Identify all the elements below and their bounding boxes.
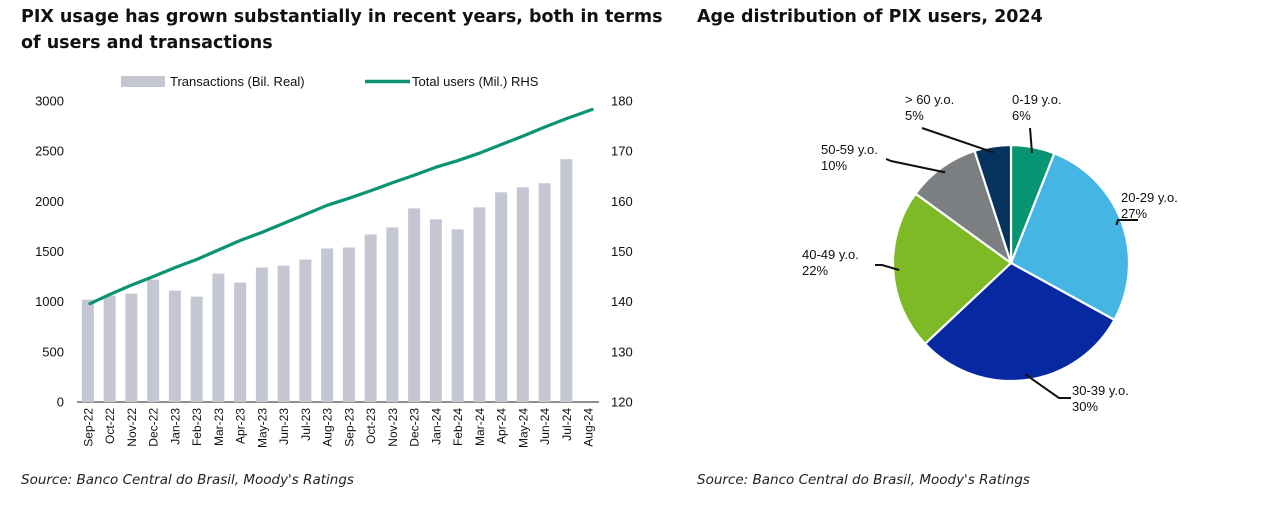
pie-label-value: 6%: [1012, 108, 1031, 123]
x-category-label: Jul-23: [299, 408, 313, 441]
legend-label-total-users: Total users (Mil.) RHS: [412, 74, 539, 89]
y-right-tick-label: 170: [611, 144, 633, 159]
pie-label-name: 20-29 y.o.: [1121, 190, 1178, 205]
x-category-label: Oct-23: [364, 408, 378, 444]
x-category-label: Feb-23: [190, 408, 204, 446]
total-users-line: [88, 107, 594, 306]
transactions-bar: [408, 208, 421, 402]
y-right-tick-label: 180: [611, 94, 633, 109]
transactions-bar: [234, 282, 247, 402]
transactions-bar: [299, 259, 312, 402]
x-category-label: Aug-24: [582, 408, 596, 447]
x-category-label: Mar-24: [473, 408, 487, 446]
transactions-bar: [321, 248, 334, 402]
transactions-bar: [364, 234, 377, 402]
y-right-tick-label: 150: [611, 244, 633, 259]
pie-label-value: 5%: [905, 108, 924, 123]
y-left-tick-label: 2000: [35, 194, 64, 209]
x-category-label: Apr-24: [495, 408, 509, 444]
pie-leader-line: [1024, 373, 1071, 399]
pie-slice: [914, 149, 1013, 265]
legend-label-transactions: Transactions (Bil. Real): [170, 74, 305, 89]
x-category-label: Mar-23: [212, 408, 226, 446]
pie-chart: 0-19 y.o.6% 20-29 y.o.27% 30-39 y.o.30% 40-…: [802, 92, 1178, 414]
transactions-bar: [81, 299, 94, 402]
pie-label-value: 30%: [1072, 399, 1098, 414]
transactions-bar: [168, 290, 181, 402]
x-category-label: Sep-23: [342, 408, 356, 447]
y-left-tick-label: 3000: [35, 94, 64, 109]
left-chart-title: PIX usage has grown substantially in rec…: [21, 7, 663, 53]
pie-leader-line: [1029, 127, 1033, 154]
pie-slice: [923, 261, 1116, 383]
transactions-bar: [451, 229, 464, 402]
transactions-bar: [277, 265, 290, 402]
pie-leader-line: [921, 127, 994, 154]
x-category-label: Jan-23: [168, 408, 182, 445]
transactions-bar: [495, 192, 508, 402]
pie-label-name: 30-39 y.o.: [1072, 383, 1129, 398]
right-source-note: Source: Banco Central do Brasil, Moody's…: [697, 472, 1030, 488]
transactions-bar: [538, 183, 551, 402]
y-left-tick-label: 0: [57, 395, 64, 410]
x-category-label: Aug-23: [321, 408, 335, 447]
y-left-tick-label: 2500: [35, 144, 64, 159]
pie-label-name: 40-49 y.o.: [802, 247, 859, 262]
transactions-bar: [342, 247, 355, 402]
y-right-tick-label: 140: [611, 294, 633, 309]
pie-slice: [973, 143, 1013, 265]
pie-leader-line: [875, 264, 900, 271]
pie-label-name: > 60 y.o.: [905, 92, 954, 107]
x-category-label: Jun-23: [277, 408, 291, 445]
transactions-bar: [212, 273, 225, 402]
y-left-tick-label: 500: [42, 344, 64, 359]
transactions-bar: [473, 207, 486, 402]
x-category-label: Feb-24: [451, 408, 465, 446]
x-category-label: Jun-24: [538, 408, 552, 445]
combo-chart: 0 500 1000 1500 2000 2500 3000 120 130 140 150 160 1…: [35, 74, 633, 448]
transactions-bar: [255, 267, 268, 402]
transactions-bar: [386, 227, 399, 402]
pie-label-name: 50-59 y.o.: [821, 142, 878, 157]
x-category-label: May-24: [516, 408, 530, 448]
pie-leader-line: [885, 158, 946, 174]
x-category-label: Dec-22: [147, 408, 161, 447]
y-right-tick-label: 130: [611, 344, 633, 359]
pie-slice: [891, 192, 1013, 345]
left-source-note: Source: Banco Central do Brasil, Moody's…: [21, 472, 354, 488]
transactions-bar: [190, 296, 203, 402]
pie-label-value: 10%: [821, 158, 847, 173]
y-right-tick-label: 120: [611, 395, 633, 410]
x-category-label: May-23: [255, 408, 269, 448]
x-category-label: Jul-24: [560, 408, 574, 441]
x-category-label: Nov-23: [386, 408, 400, 447]
transactions-bar: [429, 219, 442, 402]
pie-label-name: 0-19 y.o.: [1012, 92, 1062, 107]
x-category-label: Dec-23: [408, 408, 422, 447]
y-left-tick-label: 1000: [35, 294, 64, 309]
right-chart-title: Age distribution of PIX users, 2024: [697, 7, 1043, 27]
y-left-tick-label: 1500: [35, 244, 64, 259]
x-category-label: Nov-22: [125, 408, 139, 447]
legend-swatch-transactions: [121, 76, 165, 87]
pie-label-value: 22%: [802, 263, 828, 278]
pie-leader-line: [1115, 219, 1138, 226]
transactions-bar: [516, 187, 529, 402]
transactions-bar: [125, 293, 138, 402]
y-right-tick-label: 160: [611, 194, 633, 209]
transactions-bar: [103, 295, 116, 402]
x-category-label: Jan-24: [429, 408, 443, 445]
pie-label-value: 27%: [1121, 206, 1147, 221]
transactions-bar: [560, 159, 573, 402]
x-category-label: Apr-23: [234, 408, 248, 444]
x-category-label: Oct-22: [103, 408, 117, 444]
x-category-label: Sep-22: [81, 408, 95, 447]
transactions-bar: [147, 279, 160, 402]
